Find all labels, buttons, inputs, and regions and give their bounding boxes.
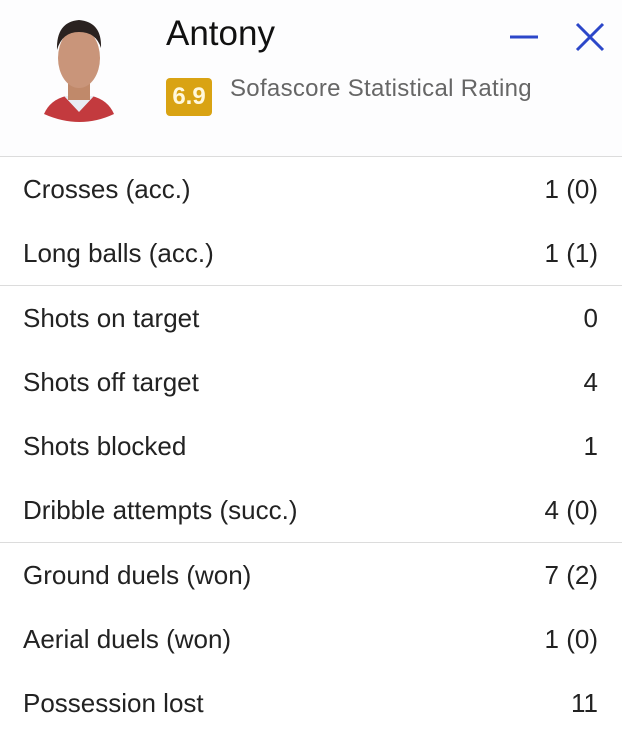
stat-label: Aerial duels (won)	[23, 623, 232, 654]
stat-value: 1 (0)	[544, 173, 598, 204]
stat-row: Ground duels (won) 7 (2)	[0, 543, 622, 607]
stat-label: Possession lost	[23, 687, 204, 718]
player-avatar	[44, 20, 114, 122]
stat-row: Crosses (acc.) 1 (0)	[0, 157, 622, 221]
stat-value: 1 (0)	[544, 623, 598, 654]
stat-label: Shots on target	[23, 302, 200, 333]
minimize-icon[interactable]	[506, 22, 542, 52]
stat-value: 11	[571, 687, 598, 718]
player-header: Antony 6.9 Sofascore Statistical Rating	[0, 0, 622, 157]
stat-value: 0	[583, 302, 598, 333]
stat-label: Ground duels (won)	[23, 559, 252, 590]
stat-row: Aerial duels (won) 1 (0)	[0, 607, 622, 671]
stat-label: Dribble attempts (succ.)	[23, 494, 298, 525]
stat-label: Shots off target	[23, 366, 199, 397]
stat-label: Long balls (acc.)	[23, 237, 214, 268]
stat-row: Shots off target 4	[0, 350, 622, 414]
stat-label: Shots blocked	[23, 430, 187, 461]
rating-badge: 6.9	[166, 78, 212, 116]
rating-label: Sofascore Statistical Rating	[230, 75, 532, 102]
stats-section: Shots on target 0 Shots off target 4 Shots b…	[0, 286, 622, 543]
stat-row: Possession lost 11	[0, 671, 622, 735]
stat-value: 4	[583, 366, 598, 397]
player-name: Antony	[166, 14, 275, 53]
close-icon[interactable]	[572, 20, 608, 54]
stat-value: 4 (0)	[544, 494, 598, 525]
stat-value: 7 (2)	[544, 559, 598, 590]
stats-section: Crosses (acc.) 1 (0) Long balls (acc.) 1 (1…	[0, 157, 622, 286]
stat-row: Shots on target 0	[0, 286, 622, 350]
stat-row: Long balls (acc.) 1 (1)	[0, 221, 622, 285]
stats-list: Crosses (acc.) 1 (0) Long balls (acc.) 1 (1…	[0, 157, 622, 735]
stat-label: Crosses (acc.)	[23, 173, 191, 204]
stat-row: Dribble attempts (succ.) 4 (0)	[0, 478, 622, 542]
stat-value: 1 (1)	[544, 237, 598, 268]
stats-section: Ground duels (won) 7 (2) Aerial duels (won…	[0, 543, 622, 735]
stat-value: 1	[583, 430, 598, 461]
stat-row: Shots blocked 1	[0, 414, 622, 478]
